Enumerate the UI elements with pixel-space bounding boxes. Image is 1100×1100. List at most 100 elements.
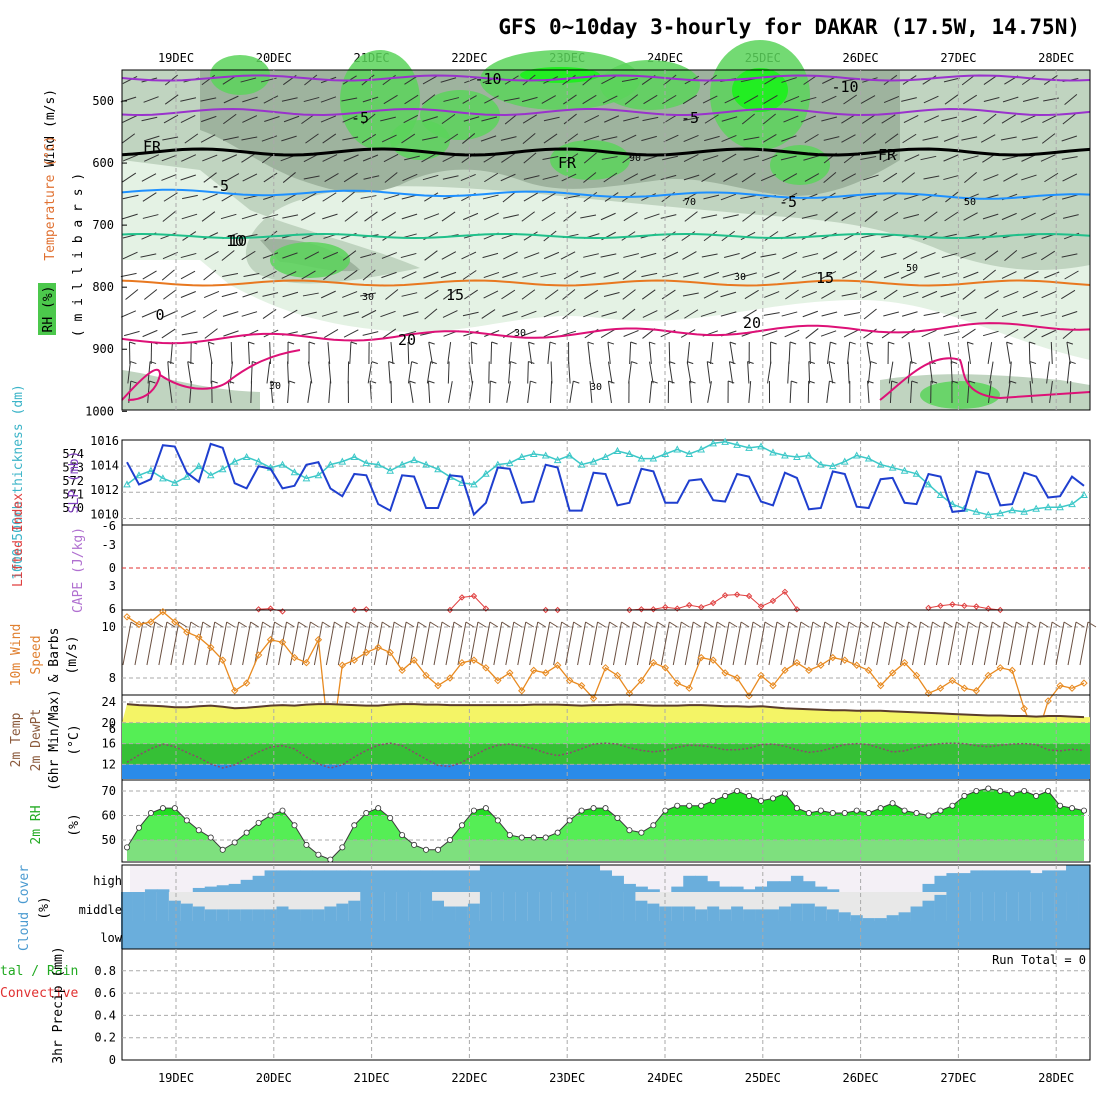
- lifted-index-ylabel: Lifted Index: [11, 493, 26, 587]
- cloud-cell: [539, 865, 553, 892]
- wind-barb: [270, 380, 274, 404]
- wind-barb: [324, 173, 339, 182]
- wind-barb-feather: [740, 621, 750, 628]
- thickness-point: [900, 466, 909, 474]
- cloud-ylabel: Cloud Cover: [17, 865, 32, 951]
- cloud-cell: [132, 892, 146, 921]
- wind-barb: [303, 175, 320, 180]
- wind-barb-feather: [369, 621, 379, 628]
- cloud-cell: [467, 870, 481, 892]
- pressure-tick: 900: [92, 342, 114, 356]
- rh2m-tick: 60: [102, 809, 116, 823]
- wind-barb-flag: [891, 380, 898, 384]
- wind-barb: [800, 115, 817, 123]
- cloud-cell: [372, 892, 385, 921]
- wind-speed-point: [996, 664, 1004, 672]
- rh2m-point: [231, 839, 238, 846]
- thickness-point: [565, 451, 574, 459]
- wind-barb: [747, 361, 750, 384]
- wind-barb: [323, 269, 337, 281]
- wind-barb: [521, 211, 535, 222]
- wind-barb: [503, 251, 518, 260]
- wind-barb: [424, 192, 439, 202]
- isotherm-label: -5: [351, 109, 369, 127]
- wind-barb: [701, 253, 718, 258]
- cloud-cell: [862, 918, 876, 921]
- wind-barb: [360, 195, 377, 199]
- wind-barb-flag: [967, 341, 974, 345]
- wind-barb-flag: [808, 361, 815, 364]
- wind-barb-flag: [549, 341, 557, 345]
- wind-barb: [642, 116, 659, 122]
- wind-barb: [373, 621, 383, 666]
- cloud-cell: [168, 900, 182, 921]
- isotherm-20-low: [121, 349, 301, 401]
- isotherm: [121, 322, 1091, 345]
- date-label-bottom: 19DEC: [158, 1071, 194, 1085]
- wind-speed-point: [733, 674, 741, 682]
- wind-barb: [141, 310, 157, 318]
- wind-barb: [283, 309, 298, 319]
- wind-barb: [844, 311, 860, 317]
- wind-barb: [263, 172, 278, 183]
- wind-barb: [602, 95, 618, 104]
- wind-barb: [543, 329, 559, 338]
- wind-barb: [689, 380, 692, 404]
- wind-barb: [523, 252, 540, 259]
- thickness-point: [589, 457, 598, 465]
- wind-barb: [521, 289, 536, 300]
- wind-barb: [780, 155, 797, 161]
- wind-barb: [542, 156, 559, 160]
- wind-barb: [521, 330, 537, 337]
- wind-barb-feather: [154, 621, 164, 628]
- wind-barb-flag: [371, 361, 378, 365]
- wind-barb: [923, 175, 940, 180]
- rh2m-point: [817, 807, 824, 814]
- cloud-cell: [850, 915, 864, 921]
- cloud-cell: [970, 892, 983, 921]
- wind-barb: [601, 156, 618, 160]
- wind-barb: [282, 214, 299, 219]
- wind-barb: [881, 114, 896, 124]
- wind-barb: [582, 94, 597, 105]
- wind-barb-feather: [944, 621, 953, 628]
- wind-barb: [349, 621, 359, 666]
- wind-barb: [182, 194, 198, 200]
- wind-barb: [741, 272, 757, 278]
- wind-barb: [380, 310, 396, 318]
- cloud-cell: [444, 906, 457, 921]
- cloud-cell: [312, 921, 325, 949]
- cloud-cell: [1054, 921, 1067, 949]
- wind-barb: [504, 113, 518, 125]
- wind-barb: [426, 361, 432, 384]
- wind-barb: [720, 621, 730, 666]
- thickness-point: [553, 456, 562, 464]
- wind-barb: [422, 136, 438, 141]
- wind-barb: [422, 174, 439, 181]
- cloud-cell: [719, 886, 732, 892]
- wind-barb-flag: [510, 361, 517, 365]
- cloud-cell: [934, 921, 947, 949]
- wind-barb: [221, 250, 235, 261]
- wind-barb: [122, 115, 138, 123]
- wind-barb: [704, 135, 720, 142]
- cloud-cell: [671, 921, 684, 949]
- wind-barb: [768, 621, 778, 666]
- wind-barb: [821, 270, 837, 280]
- isotherm-label: 15: [816, 269, 834, 287]
- cloud-cell: [467, 903, 481, 921]
- cloud-cell: [766, 921, 780, 949]
- thickness-point: [733, 440, 741, 448]
- wind-barb: [462, 133, 476, 144]
- cloud-cell: [1042, 921, 1055, 949]
- wind-barb-flag: [791, 380, 798, 384]
- wind-barb-feather: [1039, 621, 1049, 628]
- wind-barb: [562, 289, 576, 300]
- cloud-cell: [587, 892, 601, 921]
- thickness-point: [147, 466, 155, 474]
- cloud-cell: [156, 921, 170, 949]
- wind-barb-feather: [752, 621, 762, 628]
- wind-barb: [508, 342, 512, 364]
- wind-barb: [403, 114, 419, 124]
